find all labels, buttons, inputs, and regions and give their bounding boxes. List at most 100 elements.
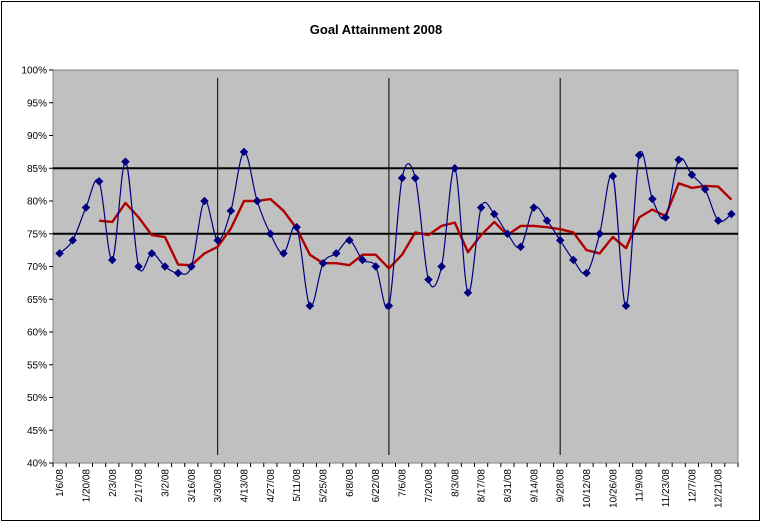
series-group	[55, 147, 736, 311]
y-tick-label: 80%	[27, 197, 47, 208]
x-tick-label: 8/17/08	[477, 469, 488, 503]
data-point	[318, 258, 328, 268]
x-tick-label: 8/3/08	[450, 469, 461, 497]
data-point	[55, 249, 64, 258]
data-point	[147, 249, 157, 258]
data-point	[213, 235, 223, 245]
x-tick-label: 5/11/08	[292, 469, 303, 502]
data-point	[81, 203, 91, 212]
data-point	[608, 171, 618, 181]
data-point	[410, 173, 420, 183]
y-tick-label: 90%	[27, 131, 47, 142]
quarter-separators	[217, 78, 561, 455]
x-tick-label: 3/30/08	[213, 469, 224, 503]
data-point	[727, 209, 736, 219]
data-point	[621, 301, 631, 311]
data-point	[516, 242, 525, 252]
plot-area	[52, 69, 739, 464]
y-tick-label: 60%	[27, 328, 47, 339]
data-point	[186, 262, 196, 271]
data-point	[555, 235, 565, 245]
data-point	[68, 235, 78, 245]
data-point	[661, 213, 670, 222]
data-point	[476, 203, 486, 212]
y-tick-label: 40%	[27, 459, 47, 470]
data-point	[358, 255, 367, 265]
x-tick-label: 1/20/08	[81, 469, 92, 503]
data-point	[94, 176, 104, 186]
x-tick-label: 2/3/08	[108, 469, 119, 497]
data-point	[687, 170, 697, 180]
data-point	[200, 196, 209, 206]
data-point	[252, 196, 262, 206]
y-tick-label: 95%	[27, 98, 47, 109]
data-point	[397, 173, 407, 183]
x-tick-label: 2/17/08	[134, 469, 145, 503]
data-point	[121, 157, 130, 167]
reference-lines	[53, 167, 738, 235]
data-point	[489, 209, 499, 219]
data-point	[345, 235, 354, 245]
data-point	[634, 150, 644, 160]
y-tick-label: 100%	[21, 66, 47, 77]
data-point	[424, 275, 433, 284]
y-tick-label: 50%	[27, 393, 47, 404]
data-point	[384, 301, 394, 311]
x-tick-label: 3/16/08	[187, 469, 198, 503]
x-tick-label: 11/23/08	[661, 469, 672, 508]
x-tick-label: 4/13/08	[240, 469, 251, 503]
x-tick-label: 7/6/08	[398, 469, 409, 497]
data-point	[173, 268, 183, 278]
data-point	[674, 155, 684, 165]
y-tick-label: 65%	[27, 295, 47, 306]
x-tick-label: 7/20/08	[424, 469, 435, 503]
x-tick-label: 12/21/08	[714, 469, 725, 508]
x-axis: 1/6/08 1/20/08 2/3/08 2/17/08 3/2/08 3/16/08 3…	[52, 463, 739, 508]
y-tick-label: 55%	[27, 360, 47, 371]
data-point	[542, 216, 552, 226]
data-point	[226, 206, 236, 216]
x-tick-label: 3/2/08	[160, 469, 171, 497]
y-tick-label: 45%	[27, 426, 47, 437]
x-tick-label: 8/31/08	[503, 469, 514, 503]
data-point	[463, 288, 473, 298]
x-tick-label: 4/27/08	[266, 469, 277, 503]
y-tick-label: 75%	[27, 229, 47, 240]
data-point	[595, 229, 605, 239]
data-point	[239, 147, 249, 157]
data-point	[437, 262, 446, 271]
x-tick-label: 6/22/08	[371, 469, 382, 503]
data-point	[266, 229, 275, 239]
data-point	[292, 222, 302, 232]
y-axis: 40% 45% 50% 55% 60% 65% 70% 75% 80% 85% 90% 95% 100%	[21, 66, 53, 470]
data-point	[107, 255, 117, 265]
x-tick-label: 10/12/08	[582, 469, 593, 508]
data-point	[648, 194, 657, 204]
x-tick-label: 9/14/08	[529, 469, 540, 503]
x-tick-label: 5/25/08	[319, 469, 330, 503]
x-tick-label: 10/26/08	[608, 469, 619, 508]
data-point	[279, 249, 288, 258]
x-tick-label: 12/7/08	[687, 469, 698, 503]
data-point	[529, 203, 539, 212]
data-point	[134, 262, 143, 271]
chart-title: Goal Attainment 2008	[310, 22, 442, 37]
x-tick-label: 11/9/08	[635, 469, 646, 502]
data-point	[371, 262, 381, 271]
data-point	[568, 255, 578, 265]
series-2-line	[98, 182, 733, 270]
data-point	[305, 301, 315, 311]
data-point	[450, 163, 460, 173]
y-tick-label: 70%	[27, 262, 47, 273]
x-tick-label: 6/8/08	[345, 469, 356, 497]
data-point	[713, 216, 723, 226]
data-point	[503, 229, 512, 239]
data-point	[331, 249, 341, 258]
data-point	[160, 262, 170, 271]
data-point	[582, 268, 591, 278]
x-tick-label: 9/28/08	[556, 469, 567, 503]
data-point	[700, 184, 710, 194]
x-tick-label: 1/6/08	[55, 469, 66, 497]
y-tick-label: 85%	[27, 164, 47, 175]
